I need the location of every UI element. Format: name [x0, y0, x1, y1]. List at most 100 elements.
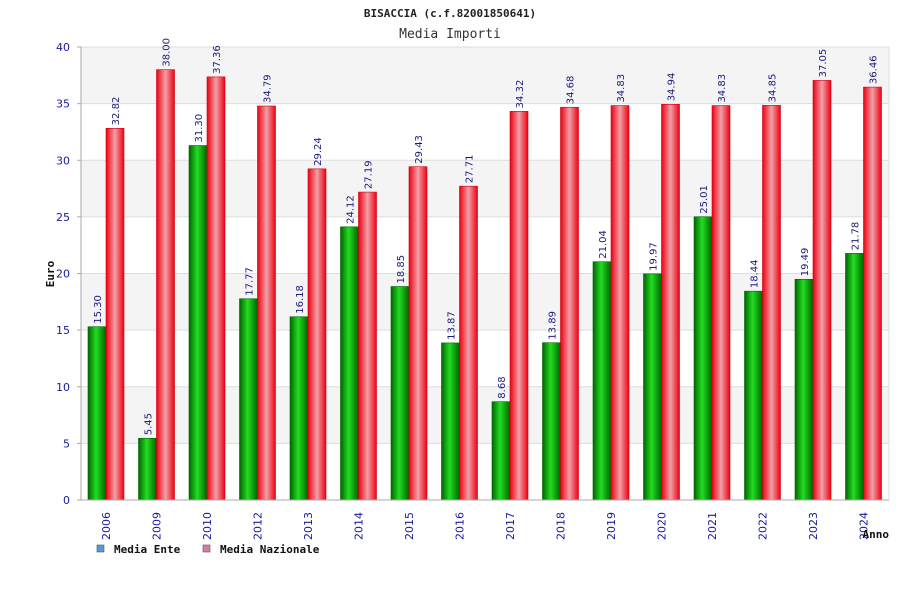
value-label: 8.68: [497, 376, 508, 398]
y-tick-label: 40: [56, 41, 70, 54]
bar-media-ente: [693, 216, 713, 501]
bar-media-ente: [239, 298, 258, 501]
value-label: 34.79: [263, 74, 274, 103]
value-label: 34.68: [566, 76, 577, 105]
value-label: 21.04: [598, 230, 609, 259]
value-label: 31.30: [194, 114, 205, 143]
y-tick-labels: 0 5 10 15 20 25 30 35 40: [56, 41, 81, 507]
bar-media-ente: [542, 342, 561, 501]
bar-media-ente: [390, 286, 410, 501]
bar-media-nazionale: [358, 191, 377, 501]
x-tick-label: 2009: [151, 512, 164, 540]
bar-media-nazionale: [509, 111, 529, 501]
bar-media-ente: [491, 401, 511, 501]
y-tick-label: 10: [56, 381, 70, 394]
bar-media-nazionale: [206, 76, 226, 501]
y-tick-label: 0: [63, 494, 70, 507]
legend-label: Media Ente: [114, 543, 181, 556]
value-label: 18.44: [750, 260, 761, 289]
value-label: 27.19: [364, 160, 375, 189]
legend-swatch: [96, 544, 105, 553]
value-label: 16.18: [295, 285, 306, 314]
bar-media-nazionale: [459, 185, 478, 501]
value-label: 34.85: [768, 74, 779, 103]
value-label: 27.71: [465, 155, 476, 184]
x-tick-label: 2023: [807, 512, 820, 540]
bar-media-ente: [188, 145, 208, 501]
bar-media-ente: [643, 273, 662, 501]
bar-media-nazionale: [105, 128, 125, 501]
y-tick-label: 5: [63, 437, 70, 450]
value-label: 25.01: [699, 185, 710, 214]
legend-label: Media Nazionale: [220, 543, 320, 556]
value-label: 17.77: [245, 267, 256, 296]
y-tick-label: 15: [56, 324, 70, 337]
x-axis-label: Anno: [863, 528, 890, 541]
x-tick-label: 2014: [353, 512, 366, 540]
bar-media-nazionale: [307, 168, 327, 501]
value-label: 38.00: [162, 38, 173, 67]
x-tick-label: 2020: [656, 512, 669, 540]
bar-media-ente: [87, 326, 107, 501]
value-label: 24.12: [346, 195, 357, 224]
y-tick-label: 20: [56, 268, 70, 281]
x-tick-label: 2012: [252, 512, 265, 540]
value-label: 29.24: [313, 137, 324, 166]
value-label: 34.83: [616, 74, 627, 103]
bar-media-nazionale: [610, 105, 630, 501]
bar-media-nazionale: [812, 80, 832, 501]
value-label: 34.83: [717, 74, 728, 103]
y-axis-label: Euro: [44, 260, 57, 287]
value-label: 19.49: [800, 248, 811, 277]
x-tick-label: 2015: [403, 512, 416, 540]
value-label: 21.78: [851, 222, 862, 251]
x-tick-label: 2013: [302, 512, 315, 540]
x-tick-label: 2017: [504, 512, 517, 540]
x-tick-label: 2010: [201, 512, 214, 540]
y-tick-label: 30: [56, 154, 70, 167]
bar-media-nazionale: [863, 86, 882, 501]
bar-media-nazionale: [408, 166, 428, 501]
y-tick-label: 25: [56, 211, 70, 224]
x-tick-label: 2021: [706, 512, 719, 540]
bar-media-ente: [289, 316, 309, 501]
x-tick-label: 2019: [605, 512, 618, 540]
bar-media-ente: [138, 437, 157, 501]
bars: [87, 69, 882, 501]
value-labels: 15.30 32.82 5.45 38.00 31.30 37.36 17.77 34.79 1…: [93, 38, 880, 435]
bar-media-nazionale: [156, 69, 175, 501]
legend: Media Ente Media Nazionale: [96, 543, 320, 556]
x-tick-label: 2022: [757, 512, 770, 540]
bar-media-nazionale: [257, 105, 276, 501]
value-label: 29.43: [414, 135, 425, 164]
bar-media-nazionale: [762, 105, 781, 501]
chart-title: BISACCIA (c.f.82001850641): [364, 7, 536, 20]
x-tick-label: 2006: [100, 512, 113, 540]
bar-media-ente: [845, 253, 864, 501]
value-label: 5.45: [144, 413, 155, 435]
bar-media-ente: [592, 261, 612, 501]
bar-media-ente: [340, 226, 359, 501]
value-label: 36.46: [869, 55, 880, 84]
value-label: 13.87: [447, 311, 458, 340]
bar-media-nazionale: [711, 105, 731, 501]
value-label: 34.32: [515, 80, 526, 109]
value-label: 13.89: [548, 311, 559, 340]
value-label: 19.97: [649, 242, 660, 271]
value-label: 37.36: [212, 45, 223, 74]
value-label: 18.85: [396, 255, 407, 284]
legend-swatch: [202, 544, 211, 553]
bar-media-ente: [794, 278, 814, 501]
x-tick-labels: 2006 2009 2010 2012 2013 2014 2015 2016 2017 2018…: [100, 512, 871, 540]
x-tick-label: 2024: [858, 512, 871, 540]
chart-subtitle: Media Importi: [399, 27, 501, 42]
bar-media-ente: [744, 290, 763, 501]
x-tick-label: 2016: [454, 512, 467, 540]
value-label: 32.82: [111, 97, 122, 126]
x-tick-label: 2018: [555, 512, 568, 540]
bar-media-nazionale: [661, 104, 680, 501]
bar-media-nazionale: [560, 106, 579, 501]
bar-media-ente: [441, 342, 460, 501]
y-tick-label: 35: [56, 98, 70, 111]
